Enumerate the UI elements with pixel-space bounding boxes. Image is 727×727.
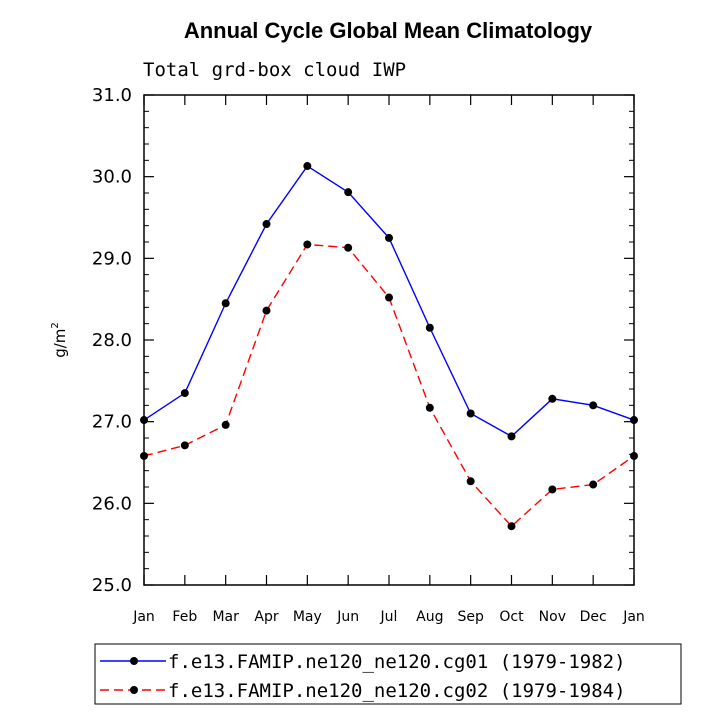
data-point: [303, 240, 312, 249]
y-tick-label: 27.0: [92, 412, 132, 433]
data-point: [262, 306, 271, 315]
data-point: [466, 477, 475, 486]
data-point: [344, 243, 353, 252]
data-point: [221, 299, 230, 308]
data-point: [180, 389, 189, 398]
y-tick-label: 28.0: [92, 330, 132, 351]
data-point: [425, 323, 434, 332]
x-tick-label: Feb: [172, 609, 197, 625]
x-tick-label: Jun: [336, 609, 359, 625]
data-point: [589, 480, 598, 489]
y-axis-label-superscript: 2: [50, 322, 61, 328]
data-point: [140, 416, 148, 425]
y-tick-label: 31.0: [92, 85, 132, 106]
series: [140, 162, 638, 441]
x-axis: Jan Feb Mar Apr May Jun Jul Aug Sep Oct Nov Dec Jan: [132, 95, 645, 625]
legend-item: f.e13.FAMIP.ne120_ne120.cg01 (1979-1982): [100, 651, 626, 673]
data-point: [344, 188, 353, 197]
x-tick-label: Jan: [132, 609, 155, 625]
y-tick-label: 30.0: [92, 167, 132, 188]
data-point: [548, 394, 557, 403]
data-point: [548, 485, 557, 494]
legend: f.e13.FAMIP.ne120_ne120.cg01 (1979-1982)…: [94, 643, 682, 705]
legend-marker: [130, 686, 138, 694]
data-point: [466, 409, 475, 418]
data-point: [221, 420, 230, 429]
data-point: [140, 451, 148, 460]
series-layer: [140, 162, 638, 531]
plot-frame: [143, 94, 635, 586]
y-axis-label: g/m2: [50, 322, 69, 358]
legend-box: [94, 643, 682, 705]
series-line: [143, 243, 635, 528]
y-tick-label: 26.0: [92, 493, 132, 514]
x-tick-label: Jan: [622, 609, 645, 625]
chart-title: Annual Cycle Global Mean Climatology: [184, 18, 593, 43]
x-tick-label: Nov: [539, 609, 566, 625]
data-point: [630, 451, 638, 460]
data-point: [425, 403, 434, 412]
data-point: [589, 401, 598, 410]
x-tick-label: Oct: [499, 609, 524, 625]
data-point: [385, 233, 393, 242]
data-point: [507, 522, 516, 531]
y-tick-label: 29.0: [92, 248, 132, 269]
x-tick-label: Apr: [254, 609, 278, 625]
x-tick-label: Dec: [580, 609, 607, 625]
x-tick-label: Sep: [457, 609, 484, 625]
legend-label: f.e13.FAMIP.ne120_ne120.cg01 (1979-1982): [168, 651, 626, 673]
legend-label: f.e13.FAMIP.ne120_ne120.cg02 (1979-1984): [168, 680, 626, 702]
y-axis: 25.0 26.0 27.0 28.0 29.0 30.0 31.0: [92, 85, 634, 596]
data-point: [507, 432, 516, 441]
x-tick-label: Aug: [416, 609, 443, 625]
x-tick-label: Mar: [212, 609, 239, 625]
y-tick-label: 25.0: [92, 575, 132, 596]
data-point: [385, 293, 393, 302]
data-point: [630, 416, 638, 425]
legend-item: f.e13.FAMIP.ne120_ne120.cg02 (1979-1984): [100, 680, 626, 702]
data-point: [262, 220, 271, 229]
data-point: [180, 441, 189, 450]
data-point: [303, 162, 312, 171]
chart-subtitle: Total grd-box cloud IWP: [143, 59, 406, 81]
x-tick-label: May: [293, 609, 322, 625]
series: [140, 240, 638, 531]
legend-marker: [130, 657, 138, 665]
y-axis-label-unit: g/m: [51, 329, 69, 358]
x-tick-label: Jul: [380, 609, 398, 625]
